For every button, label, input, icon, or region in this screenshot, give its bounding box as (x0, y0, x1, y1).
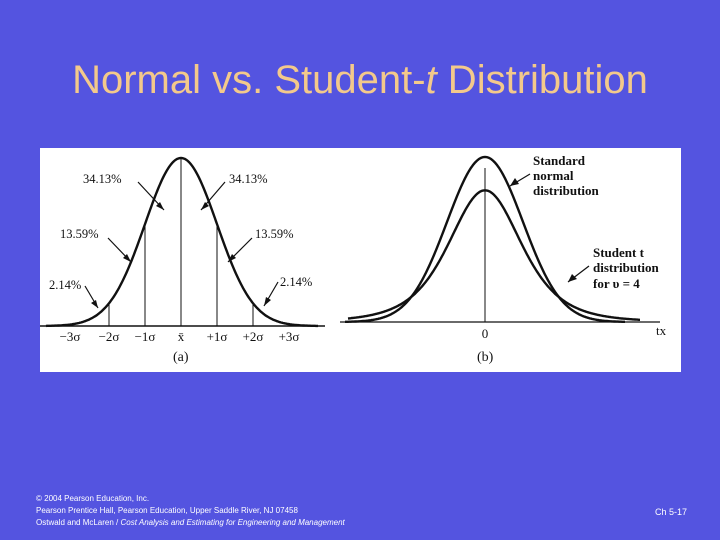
arrowhead-middle-left (123, 254, 131, 262)
normal-label-line2: normal (533, 168, 574, 183)
footer-line-authors: Ostwald and McLaren / Cost Analysis and … (36, 517, 345, 529)
normal-label-line1: Standard (533, 153, 586, 168)
pct-outer-left: 2.14% (49, 278, 81, 292)
student-label-line1: Student t (593, 245, 645, 260)
axis-label-plus3: +3σ (279, 329, 300, 344)
arrowhead-normal (510, 178, 519, 186)
axis-label-plus2: +2σ (243, 329, 264, 344)
footer-authors-text: Ostwald and McLaren / (36, 518, 121, 527)
pct-inner-left: 34.13% (83, 172, 122, 186)
distribution-figure: 34.13% 34.13% 13.59% 13.59% 2.14% 2.14% (40, 148, 681, 372)
arrowhead-outer-left (91, 300, 98, 308)
student-t-curve (347, 189, 640, 321)
footer-line-publisher: Pearson Prentice Hall, Pearson Education… (36, 506, 298, 515)
panel-a-axis-labels: −3σ −2σ −1σ x̄ +1σ +2σ +3σ (60, 329, 300, 344)
footer-line-copyright: © 2004 Pearson Education, Inc. (36, 494, 150, 503)
panel-a-caption: (a) (173, 350, 189, 365)
panel-a-normal-curve (45, 156, 318, 328)
axis-label-minus3: −3σ (60, 329, 81, 344)
slide-title: Normal vs. Student-t Distribution (0, 58, 720, 103)
arrowhead-inner-left (156, 202, 164, 210)
panel-b-caption: (b) (477, 350, 494, 365)
normal-label-line3: distribution (533, 183, 600, 198)
axis-label-minus1: −1σ (135, 329, 156, 344)
panel-b-axis-end-label: tx (656, 323, 667, 338)
pct-middle-left: 13.59% (60, 227, 99, 241)
arrowhead-inner-right (201, 202, 209, 210)
title-prefix: Normal vs. Student- (72, 58, 426, 102)
panel-b-zero-label: 0 (482, 326, 489, 341)
panel-a: 34.13% 34.13% 13.59% 13.59% 2.14% 2.14% (40, 156, 325, 365)
slide-number: Ch 5-17 (655, 507, 688, 517)
axis-label-minus2: −2σ (99, 329, 120, 344)
arrowhead-student (568, 274, 577, 282)
footer-book-title: Cost Analysis and Estimating for Enginee… (120, 518, 345, 527)
pct-outer-right: 2.14% (280, 275, 312, 289)
axis-label-plus1: +1σ (207, 329, 228, 344)
title-suffix: Distribution (436, 58, 648, 102)
title-t: t (425, 58, 437, 102)
distribution-figure-svg: 34.13% 34.13% 13.59% 13.59% 2.14% 2.14% (40, 153, 667, 365)
standard-normal-curve (345, 155, 625, 323)
arrowhead-middle-right (228, 254, 236, 262)
pct-inner-right: 34.13% (229, 172, 268, 186)
arrowhead-outer-right (264, 297, 271, 306)
student-label-line3: for υ = 4 (593, 276, 640, 291)
pct-middle-right: 13.59% (255, 227, 294, 241)
footer-credits: © 2004 Pearson Education, Inc. Pearson P… (36, 493, 345, 529)
panel-a-sigma-lines (72, 158, 290, 326)
axis-label-mean: x̄ (178, 329, 185, 344)
panel-b: Standard normal distribution Student t d… (340, 153, 667, 365)
student-label-line2: distribution (593, 260, 660, 275)
